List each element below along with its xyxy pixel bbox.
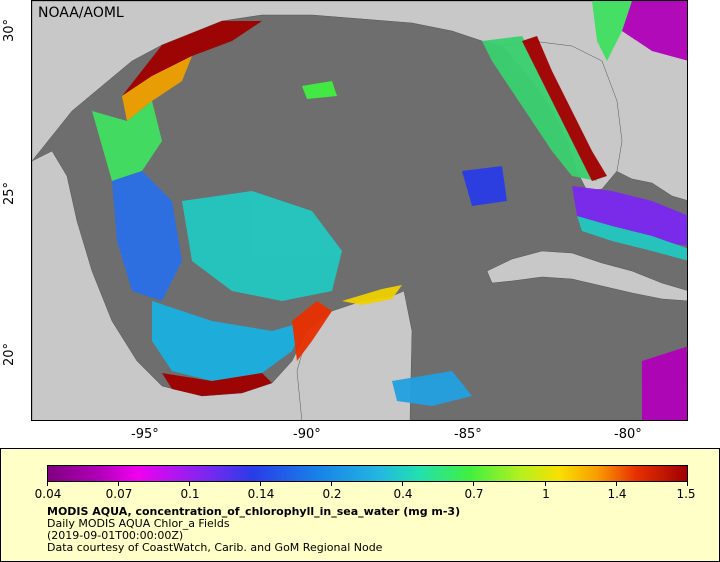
colorbar-label: 1 (542, 487, 550, 501)
colorbar-tick (687, 482, 688, 486)
lon-tick-90: -90° (293, 427, 321, 442)
colorbar-tick (331, 482, 332, 486)
gulf-of-mexico-map (32, 1, 687, 420)
colorbar-label: 1.4 (607, 487, 627, 501)
colorbar-label: 0.2 (322, 487, 342, 501)
colorbar-tick (616, 482, 617, 486)
lon-tick-80: -80° (614, 427, 642, 442)
dataset-name: Daily MODIS AQUA Chlor_a Fields (47, 517, 230, 530)
map-credit-label: NOAA/AOML (38, 5, 124, 21)
colorbar-label: 0.14 (247, 487, 275, 501)
colorbar-tick (118, 482, 119, 486)
colorbar-tick (402, 482, 403, 486)
colorbar-tick (260, 482, 261, 486)
colorbar-label: 0.1 (180, 487, 200, 501)
data-source: Data courtesy of CoastWatch, Carib. and … (47, 541, 383, 554)
lon-tick-95: -95° (131, 427, 159, 442)
chlorophyll-overlay (92, 1, 687, 420)
lat-tick-30: 30° (2, 18, 17, 42)
colorbar-label: 0.7 (464, 487, 484, 501)
colorbar-tick (473, 482, 474, 486)
colorbar-label: 1.5 (676, 487, 696, 501)
lon-tick-85: -85° (454, 427, 482, 442)
legend-text-block: MODIS AQUA, concentration_of_chlorophyll… (47, 506, 460, 554)
chlorophyll-colorbar (47, 465, 688, 482)
colorbar-tick (545, 482, 546, 486)
time-stamp: (2019-09-01T00:00:00Z) (47, 529, 184, 542)
colorbar-tick (189, 482, 190, 486)
map-panel: NOAA/AOML (31, 0, 688, 421)
colorbar-label: 0.04 (34, 487, 62, 501)
lat-tick-25: 25° (2, 181, 17, 205)
colorbar-tick (47, 482, 48, 486)
lat-tick-20: 20° (2, 342, 17, 366)
colorbar-label: 0.07 (105, 487, 133, 501)
land-cuba (486, 250, 687, 302)
colorbar-label: 0.4 (393, 487, 413, 501)
variable-title: MODIS AQUA, concentration_of_chlorophyll… (47, 505, 461, 518)
